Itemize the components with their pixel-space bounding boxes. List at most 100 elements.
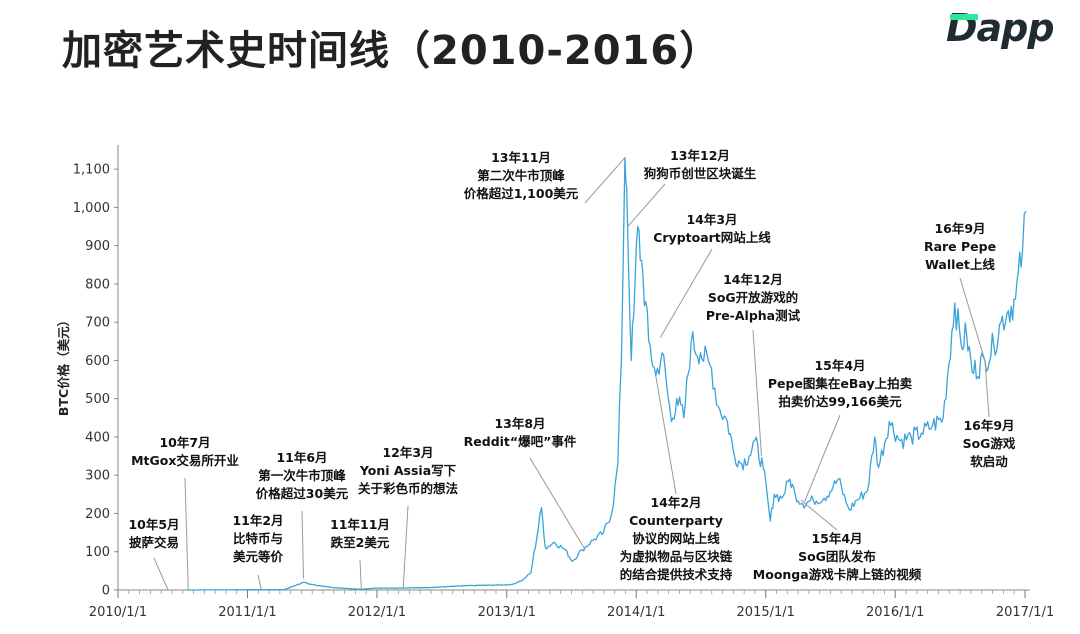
x-tick-label: 2013/1/1 xyxy=(478,605,536,620)
annotation-line: Cryptoart网站上线 xyxy=(653,230,771,245)
y-tick-label: 1,100 xyxy=(73,163,110,178)
annotation-line: 12年3月 xyxy=(382,445,434,460)
annotation-leader-line xyxy=(257,574,262,590)
y-tick-label: 0 xyxy=(102,584,110,599)
annotation-line: 11年11月 xyxy=(330,517,390,532)
annotation-label: 11年2月比特币与美元等价 xyxy=(232,512,283,566)
annotation-leader-line xyxy=(659,248,713,338)
annotation-line: 15年4月 xyxy=(814,358,866,373)
annotation-line: Yoni Assia写下 xyxy=(359,463,457,478)
y-tick-label: 900 xyxy=(85,239,110,254)
annotation-line: 协议的网站上线 xyxy=(632,531,720,546)
x-tick-label: 2010/1/1 xyxy=(89,605,147,620)
annotation-line: 拍卖价达99,166美元 xyxy=(778,394,902,409)
annotation-line: SoG团队发布 xyxy=(798,549,876,564)
annotation-label: 14年12月 SoG开放游戏的 Pre-Alpha测试 xyxy=(706,271,800,325)
annotation-label: 11年11月 跌至2美元 xyxy=(330,516,390,552)
annotation-label: 14年3月 Cryptoart网站上线 xyxy=(653,211,771,247)
annotation-leader-line xyxy=(153,557,169,591)
annotation-label: 12年3月 Yoni Assia写下 关于彩色币的想法 xyxy=(358,444,458,498)
x-tick-label: 2012/1/1 xyxy=(348,605,406,620)
annotation-line: Rare Pepe xyxy=(923,239,997,254)
annotation-line: 13年8月 xyxy=(494,416,546,431)
annotation-leader-line xyxy=(584,157,626,204)
annotation-leader-line xyxy=(301,510,305,579)
y-tick-label: 800 xyxy=(85,277,110,292)
annotation-line: 15年4月 xyxy=(811,531,863,546)
annotation-leader-line xyxy=(800,499,838,531)
annotation-line: 披萨交易 xyxy=(128,535,179,550)
annotation-line: 14年12月 xyxy=(723,272,783,287)
annotation-line: 13年11月 xyxy=(491,150,551,165)
x-tick-label: 2016/1/1 xyxy=(866,605,924,620)
annotation-line: Wallet上线 xyxy=(925,257,995,272)
annotation-line: 11年2月 xyxy=(232,513,284,528)
annotation-leader-line xyxy=(752,329,762,457)
annotation-line: Moonga游戏卡牌上链的视频 xyxy=(752,567,922,582)
x-tick-label: 2011/1/1 xyxy=(218,605,276,620)
annotation-label: 10年7月 MtGox交易所开业 xyxy=(131,434,239,470)
series-line-btc-price xyxy=(187,157,1027,591)
annotation-leader-line xyxy=(402,505,409,589)
annotation-leader-line xyxy=(655,375,677,495)
annotation-line: 16年9月 xyxy=(934,221,986,236)
y-tick-label: 1,000 xyxy=(73,201,110,216)
y-tick-label: 400 xyxy=(85,430,110,445)
annotation-leader-line xyxy=(803,414,841,503)
y-axis-label: BTC价格（美元） xyxy=(56,314,71,416)
annotation-line: 16年9月 xyxy=(963,418,1015,433)
annotation-line: 软启动 xyxy=(970,454,1008,469)
annotation-line: 跌至2美元 xyxy=(330,535,390,550)
annotation-line: 10年7月 xyxy=(159,435,211,450)
y-tick-label: 200 xyxy=(85,507,110,522)
annotation-leader-line xyxy=(627,183,666,227)
annotation-line: Pre-Alpha测试 xyxy=(705,308,801,323)
annotation-label: 16年9月 Rare Pepe Wallet上线 xyxy=(924,220,996,274)
x-tick-label: 2014/1/1 xyxy=(607,605,665,620)
x-tick-label: 2017/1/1 xyxy=(996,605,1054,620)
annotation-line: SoG开放游戏的 xyxy=(707,290,799,305)
annotation-line: Counterparty xyxy=(629,513,723,528)
annotation-leader-line xyxy=(984,360,990,418)
y-tick-label: 100 xyxy=(85,545,110,560)
annotation-line: 价格超过30美元 xyxy=(255,486,349,501)
annotation-label: 15年4月 SoG团队发布 Moonga游戏卡牌上链的视频 xyxy=(753,530,921,584)
dapp-logo: Dapp xyxy=(944,6,1064,54)
annotation-label: 10年5月披萨交易 xyxy=(128,516,179,552)
annotation-leader-line xyxy=(184,477,189,591)
logo-text: Dapp xyxy=(946,6,1055,50)
annotation-line: MtGox交易所开业 xyxy=(131,453,239,468)
annotation-leader-line xyxy=(529,457,586,551)
annotation-line: 11年6月 xyxy=(276,450,328,465)
annotation-line: 比特币与 xyxy=(232,531,283,546)
annotation-line: 的结合提供技术支持 xyxy=(619,567,733,582)
logo-accent-bar xyxy=(950,14,978,20)
annotation-line: SoG游戏 xyxy=(962,436,1016,451)
annotation-leader-line xyxy=(359,559,362,590)
annotation-label: 15年4月 Pepe图集在eBay上拍卖 拍卖价达99,166美元 xyxy=(768,357,912,411)
annotation-line: Pepe图集在eBay上拍卖 xyxy=(767,376,913,391)
annotation-line: 美元等价 xyxy=(232,549,283,564)
annotation-leader-line xyxy=(959,277,986,361)
annotation-line: 13年12月 xyxy=(670,148,730,163)
page-title: 加密艺术史时间线（2010-2016） xyxy=(62,28,721,74)
annotation-line: 第二次牛市顶峰 xyxy=(477,168,565,183)
annotation-line: Reddit“爆吧”事件 xyxy=(463,434,577,449)
annotation-label: 13年12月狗狗币创世区块诞生 xyxy=(644,147,757,183)
annotation-label: 13年8月 Reddit“爆吧”事件 xyxy=(464,415,577,451)
annotation-line: 14年2月 xyxy=(650,495,702,510)
annotation-line: 10年5月 xyxy=(128,517,180,532)
annotation-line: 狗狗币创世区块诞生 xyxy=(643,166,757,181)
annotation-line: 第一次牛市顶峰 xyxy=(258,468,346,483)
annotation-label: 16年9月 SoG游戏软启动 xyxy=(963,417,1016,471)
x-tick-label: 2015/1/1 xyxy=(737,605,795,620)
y-tick-label: 600 xyxy=(85,354,110,369)
annotation-line: 价格超过1,100美元 xyxy=(463,186,579,201)
y-tick-label: 300 xyxy=(85,469,110,484)
y-tick-label: 700 xyxy=(85,316,110,331)
annotation-line: 14年3月 xyxy=(686,212,738,227)
annotation-line: 关于彩色币的想法 xyxy=(357,481,459,496)
annotation-label: 14年2月 Counterparty 协议的网站上线 为虚拟物品与区块链 的结合提供技术… xyxy=(620,494,733,584)
annotation-line: 为虚拟物品与区块链 xyxy=(619,549,733,564)
